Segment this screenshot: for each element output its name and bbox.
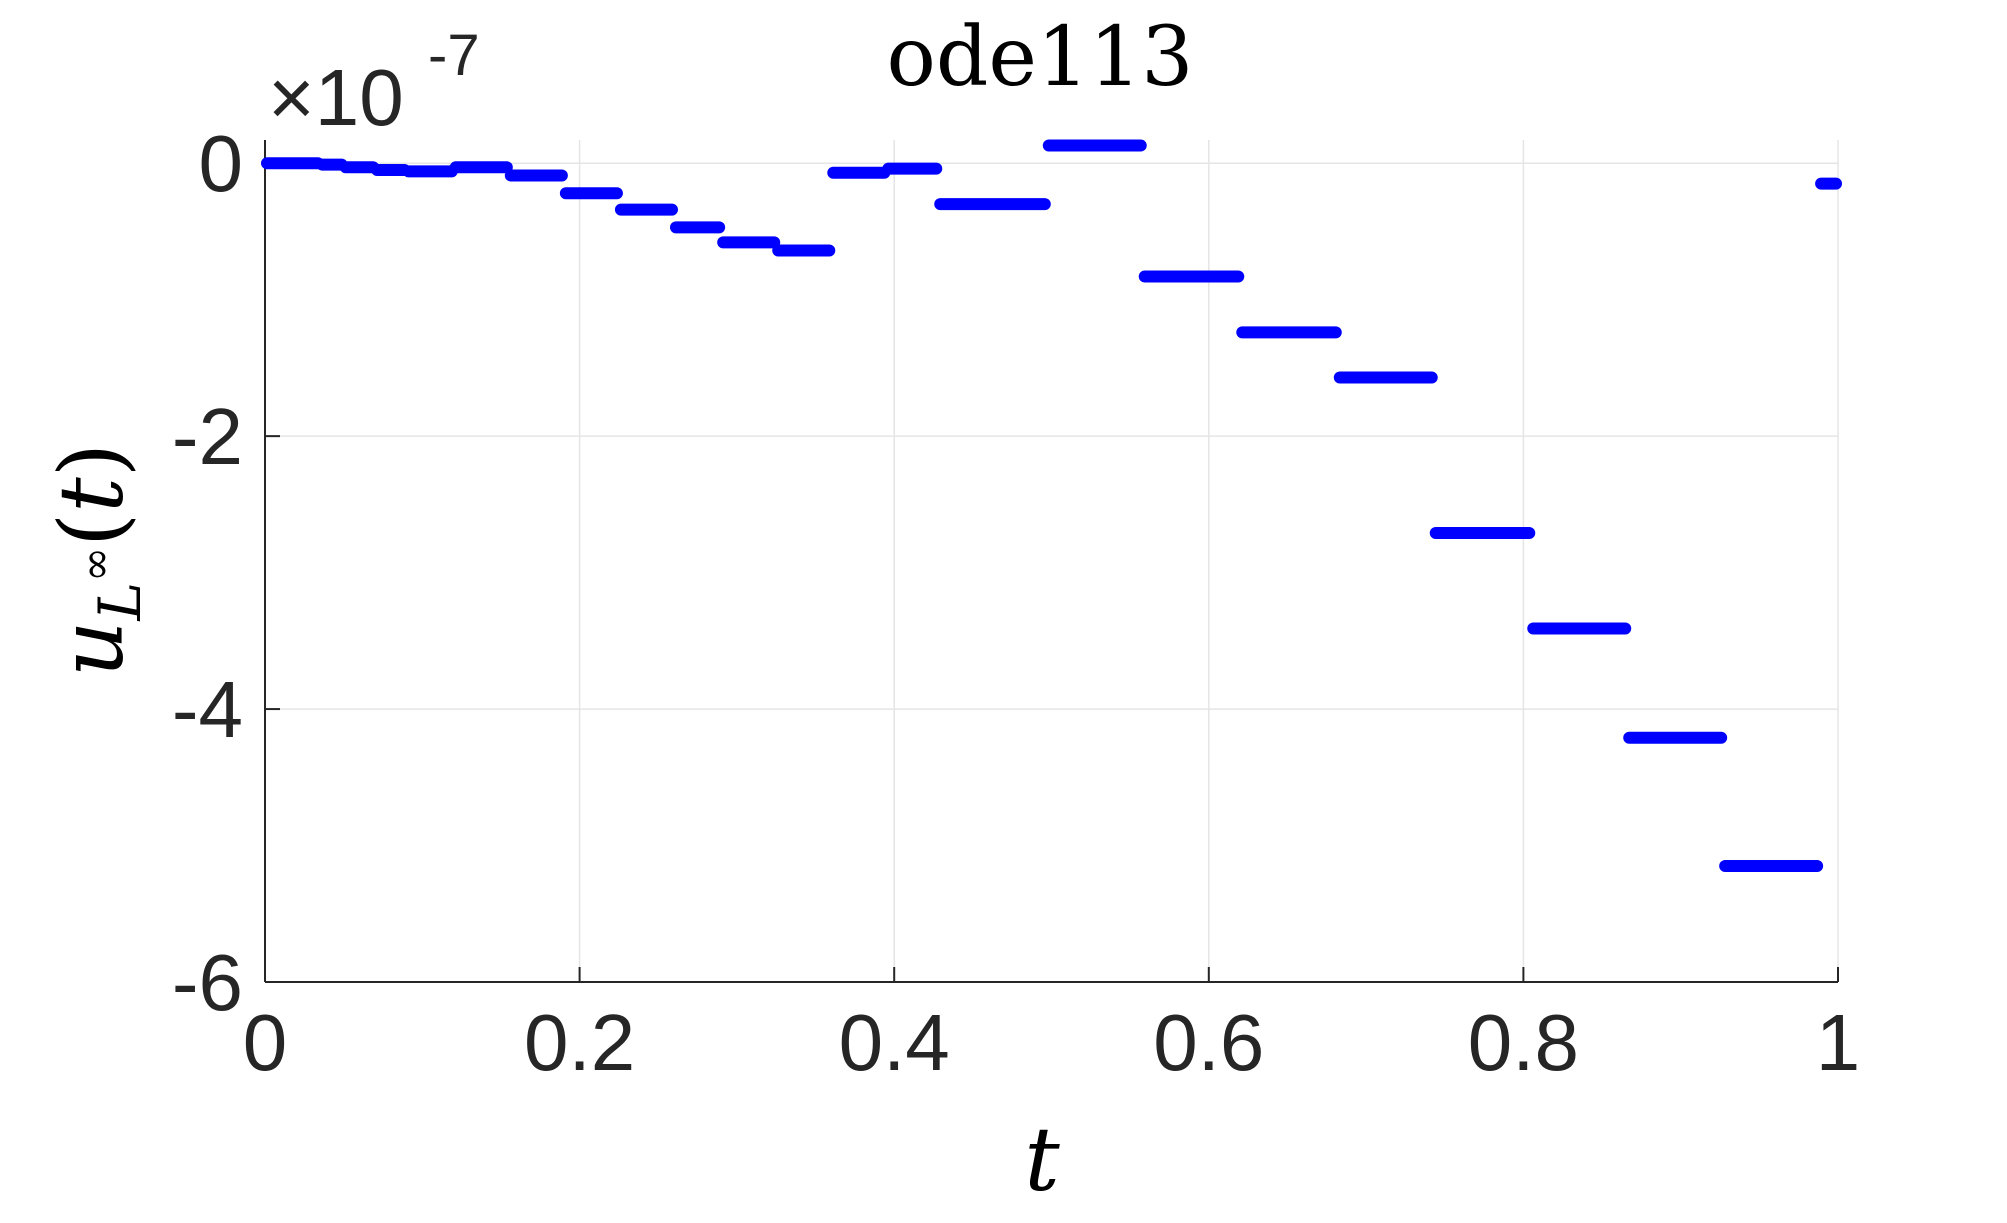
y-label-main: u (40, 620, 143, 677)
y-tick-label: 0 (199, 119, 244, 208)
chart-title: ode113 (887, 10, 1194, 105)
y-tick-label: -4 (172, 665, 243, 754)
x-tick-label: 1 (1816, 998, 1861, 1087)
y-label-open-paren: ( (40, 513, 143, 547)
x-tick-label: 0.8 (1468, 998, 1579, 1087)
axes (264, 140, 1839, 983)
y-exponent-base: ×10 (268, 53, 404, 142)
y-exponent-label: ×10 -7 (268, 23, 480, 142)
tick-labels: 0 0.2 0.4 0.6 0.8 1 0 -2 -4 -6 (172, 119, 1860, 1087)
x-tick-label: 0.2 (524, 998, 635, 1087)
svg-text:uL∞(t): uL∞(t) (40, 443, 154, 677)
y-tick-label: -2 (172, 392, 243, 481)
x-tick-label: 0.6 (1153, 998, 1264, 1087)
y-exponent-power: -7 (428, 23, 480, 88)
data-series (261, 139, 1842, 873)
y-axis-label: uL∞(t) (40, 443, 154, 677)
x-tick-label: 0 (243, 998, 288, 1087)
x-tick-label: 0.4 (839, 998, 950, 1087)
y-label-superscript: ∞ (71, 547, 120, 582)
y-tick-label: -6 (172, 938, 243, 1027)
y-label-close-paren: ) (40, 443, 143, 477)
y-label-argument: t (40, 477, 143, 513)
x-axis-label: t (1024, 1108, 1060, 1211)
grid-lines (264, 140, 1839, 983)
y-label-subscript: L (86, 582, 154, 622)
